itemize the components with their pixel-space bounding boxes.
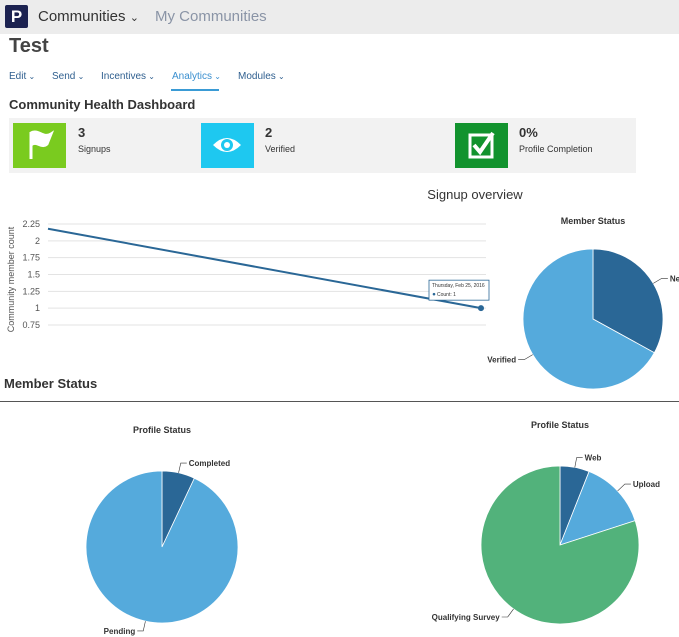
tooltip-title: Thursday, Feb 25, 2016 [432,283,485,289]
page-title: Test [9,35,49,57]
connector [501,608,514,618]
tab[interactable]: Incentives [101,71,155,82]
nav-label: Communities [38,8,126,25]
stats-panel: 3 Signups 2 Verified 0% Profile Completi… [9,118,636,173]
tab[interactable]: Edit [9,71,35,82]
slice-label: Upload [633,480,660,489]
tooltip-bullet [432,292,436,296]
connector [617,483,631,492]
y-tick-label: 2.25 [22,219,40,229]
chart-title: Profile Status [531,420,589,430]
section-title: Member Status [4,376,98,391]
connector [574,457,583,468]
stat-value: 0% [519,125,538,140]
slice-label: Qualifying Survey [432,613,501,622]
stat-label: Verified [265,144,296,154]
point [478,305,484,312]
top-bar [0,0,679,34]
slice-label: Completed [189,459,230,468]
slice-label: Verified [487,356,516,365]
completion-icon [455,123,508,168]
chart-title: Member Status [561,216,626,226]
y-tick-label: 0.75 [22,320,40,330]
y-tick-label: 1.25 [22,286,40,296]
slice-label: Web [585,454,602,463]
dashboard-title: Community Health Dashboard [9,97,196,112]
stat-value: 3 [78,125,86,140]
pie-slice [522,248,655,390]
logo[interactable]: P [5,5,28,28]
y-tick-label: 1.5 [27,270,40,280]
tab[interactable]: Modules [238,71,285,82]
slice-label: New [670,274,679,283]
stat-label: Signups [78,144,111,154]
y-axis-label: Community member count [6,226,16,332]
y-tick-label: 1 [35,303,40,313]
pie-slice [592,248,664,354]
nav-my-communities[interactable]: My Communities [155,8,267,25]
nav-communities[interactable]: Communities ⌄ [38,8,139,25]
verified-icon [201,123,254,168]
connector [653,277,668,284]
tooltip [428,279,490,301]
tab[interactable]: Send [52,71,84,82]
tab-underline [171,89,219,91]
signups-icon [13,123,66,168]
stat-label: Profile Completion [519,144,593,154]
line [47,227,482,310]
connector [137,621,146,632]
slice-label: Pending [104,627,136,636]
y-tick-label: 2 [35,236,40,246]
connector [178,462,187,473]
divider [0,401,679,402]
connector [518,354,533,361]
pie-slice [85,470,239,624]
y-tick-label: 1.75 [22,253,40,263]
tooltip-text: Count: 1 [437,292,456,298]
chart-title: Profile Status [133,425,191,435]
chart-title: Signup overview [427,187,523,202]
stat-value: 2 [265,125,273,140]
tab-active[interactable]: Analytics [172,71,221,82]
